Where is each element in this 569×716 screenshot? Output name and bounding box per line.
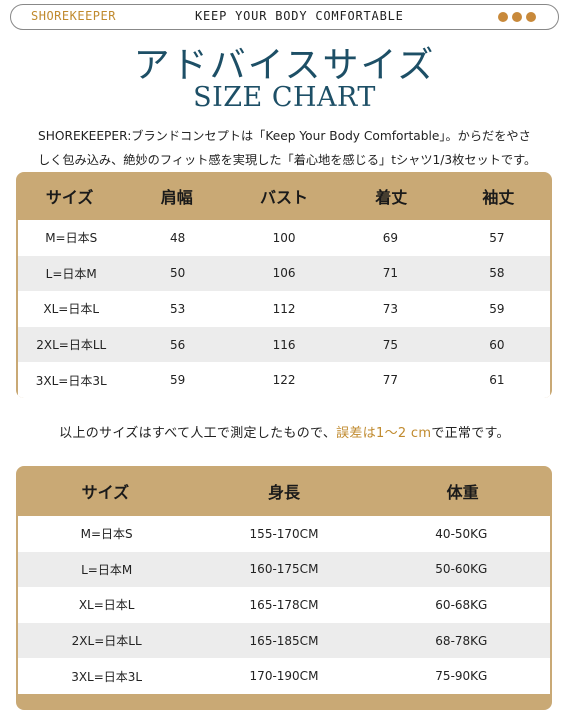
header-bust: バスト bbox=[260, 188, 309, 207]
table-cell: 69 bbox=[382, 230, 399, 245]
header-sleeve: 袖丈 bbox=[482, 188, 515, 207]
table-cell: 71 bbox=[382, 266, 399, 281]
table-cell: 116 bbox=[272, 337, 296, 352]
dot-icon bbox=[498, 12, 508, 22]
table-cell: 50 bbox=[169, 266, 186, 281]
page-title-en: SIZE CHART bbox=[193, 82, 376, 113]
table-cell: 165-185CM bbox=[249, 633, 319, 648]
header-size: サイズ bbox=[45, 188, 94, 207]
table-cell: M=日本S bbox=[80, 527, 133, 542]
brand-description: SHOREKEEPER:ブランドコンセプトは「Keep Your Body Co… bbox=[38, 129, 537, 167]
table-cell: XL=日本L bbox=[43, 302, 100, 317]
table-row: XL=日本L 53 112 73 59 bbox=[18, 291, 550, 327]
table-cell: 59 bbox=[489, 301, 505, 316]
page-title-jp: アドバイスサイズ bbox=[133, 45, 436, 86]
table-cell: 2XL=日本LL bbox=[71, 634, 142, 649]
header-shoulder: 肩幅 bbox=[160, 188, 193, 207]
table-row: M=日本S 48 100 69 57 bbox=[18, 220, 550, 256]
table-cell: 155-170CM bbox=[249, 526, 319, 541]
table-cell: 100 bbox=[272, 230, 296, 245]
table-cell: 170-190CM bbox=[249, 669, 319, 684]
table-cell: 75 bbox=[382, 337, 399, 352]
table-row: 3XL=日本3L 170-190CM 75-90KG bbox=[18, 658, 550, 694]
table-cell: 3XL=日本3L bbox=[71, 669, 143, 684]
table-cell: 60 bbox=[489, 337, 505, 352]
table-cell: 59 bbox=[169, 373, 186, 388]
table-cell: 48 bbox=[169, 230, 186, 245]
note-highlight: 誤差は1〜2 cm bbox=[336, 426, 432, 441]
table-cell: 112 bbox=[272, 301, 296, 316]
table-cell: 165-178CM bbox=[249, 597, 319, 612]
table-header: サイズ 身長 体重 bbox=[16, 466, 552, 516]
table-row: 2XL=日本LL 165-185CM 68-78KG bbox=[18, 622, 550, 659]
header-height: 身長 bbox=[268, 483, 301, 502]
table-row: L=日本M 50 106 71 58 bbox=[18, 255, 550, 292]
table-cell: M=日本S bbox=[45, 231, 98, 246]
table-cell: 3XL=日本3L bbox=[35, 373, 107, 388]
table-cell: 57 bbox=[489, 230, 505, 245]
table-row: 2XL=日本LL 56 116 75 60 bbox=[18, 326, 550, 363]
table-cell: 75-90KG bbox=[435, 669, 488, 684]
decorative-dots bbox=[498, 12, 536, 22]
table-cell: 68-78KG bbox=[435, 633, 488, 648]
garment-size-table: サイズ 肩幅 バスト 着丈 袖丈 M=日本S 48 100 69 57 L=日本… bbox=[16, 172, 552, 398]
table-row: XL=日本L 165-178CM 60-68KG bbox=[18, 587, 550, 623]
table-cell: 77 bbox=[382, 373, 399, 388]
measurement-note: 以上のサイズはすべて人工で測定したもので、誤差は1〜2 cmで正常です。 bbox=[0, 422, 569, 441]
table-cell: 40-50KG bbox=[435, 526, 488, 541]
table-row: L=日本M 160-175CM 50-60KG bbox=[18, 551, 550, 588]
table-cell: 56 bbox=[169, 337, 186, 352]
table-cell: 53 bbox=[169, 301, 186, 316]
table-cell: 2XL=日本LL bbox=[36, 338, 107, 353]
tagline: KEEP YOUR BODY COMFORTABLE bbox=[195, 9, 404, 23]
table-row: 3XL=日本3L 59 122 77 61 bbox=[18, 362, 550, 398]
table-body: M=日本S 155-170CM 40-50KG L=日本M 160-175CM … bbox=[18, 516, 550, 694]
table-row: M=日本S 155-170CM 40-50KG bbox=[18, 516, 550, 552]
dot-icon bbox=[526, 12, 536, 22]
table-cell: 58 bbox=[489, 266, 505, 281]
dot-icon bbox=[512, 12, 522, 22]
table-cell: L=日本M bbox=[45, 266, 97, 281]
table-header: サイズ 肩幅 バスト 着丈 袖丈 bbox=[16, 172, 552, 220]
table-cell: 160-175CM bbox=[249, 562, 319, 577]
table-cell: 122 bbox=[272, 373, 296, 388]
note-text-before: 以上のサイズはすべて人工で測定したもので、 bbox=[59, 426, 337, 441]
note-text-after: で正常です。 bbox=[431, 426, 510, 441]
top-banner: SHOREKEEPER KEEP YOUR BODY COMFORTABLE bbox=[10, 4, 559, 30]
table-cell: 50-60KG bbox=[435, 562, 488, 577]
table-cell: 60-68KG bbox=[435, 597, 488, 612]
table-cell: 73 bbox=[382, 301, 399, 316]
table-body: M=日本S 48 100 69 57 L=日本M 50 106 71 58 XL… bbox=[18, 220, 550, 398]
table-cell: 106 bbox=[272, 266, 296, 281]
table-cell: XL=日本L bbox=[78, 598, 135, 613]
brand-name: SHOREKEEPER bbox=[31, 9, 116, 23]
table-cell: L=日本M bbox=[81, 562, 133, 577]
body-size-table: サイズ 身長 体重 M=日本S 155-170CM 40-50KG L=日本M … bbox=[16, 466, 552, 710]
header-size: サイズ bbox=[81, 483, 130, 502]
table-cell: 61 bbox=[489, 373, 505, 388]
header-length: 着丈 bbox=[375, 188, 408, 207]
header-weight: 体重 bbox=[446, 483, 479, 502]
